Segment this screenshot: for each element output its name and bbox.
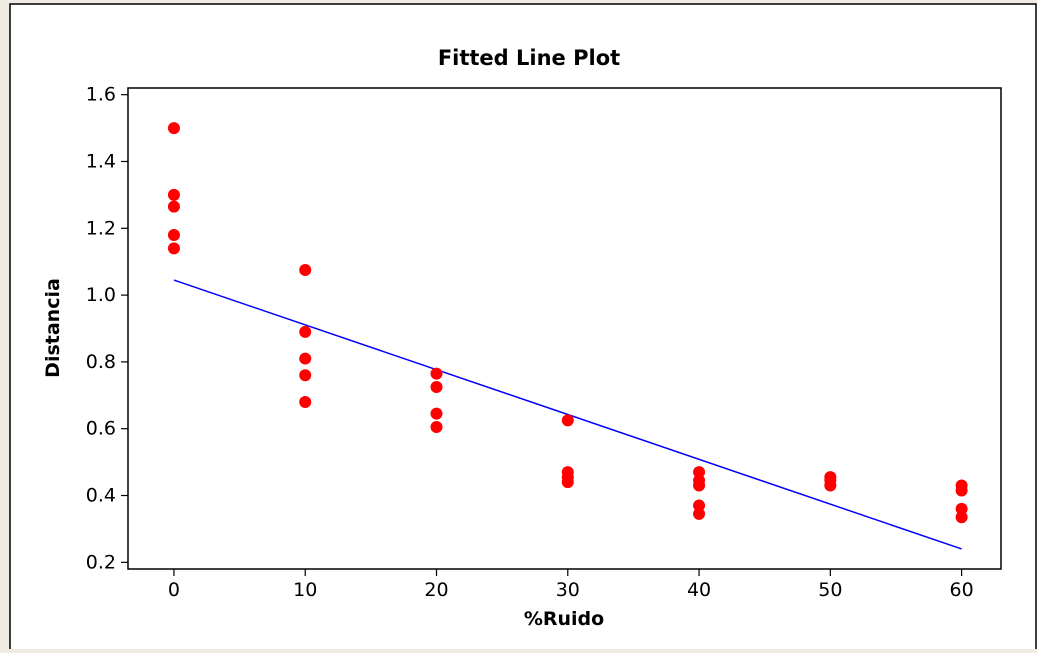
y-tick-label: 0.8 [86, 351, 116, 373]
data-point [167, 242, 180, 255]
data-point [955, 511, 968, 524]
x-axis: 0 10 20 30 40 50 60 [168, 569, 974, 601]
x-tick-label: 0 [168, 579, 180, 601]
data-point [299, 369, 312, 382]
data-point [167, 200, 180, 213]
y-axis-title: Distancia [42, 278, 64, 378]
data-point [693, 466, 706, 479]
series-layer [167, 122, 968, 550]
data-point [167, 188, 180, 201]
data-point [955, 502, 968, 515]
y-axis: 0.2 0.4 0.6 0.8 1.0 1.2 1.4 1.6 [86, 84, 128, 573]
data-point [299, 264, 312, 277]
data-point [299, 395, 312, 408]
data-point [693, 499, 706, 512]
x-tick-label: 50 [818, 579, 842, 601]
x-axis-title: %Ruido [524, 608, 604, 630]
y-tick-label: 0.4 [86, 485, 116, 507]
data-point [824, 479, 837, 492]
data-point [693, 507, 706, 520]
plot-area [127, 87, 1002, 570]
data-point [430, 421, 443, 434]
x-tick-label: 30 [556, 579, 580, 601]
x-tick-label: 10 [293, 579, 317, 601]
data-point [430, 407, 443, 420]
data-point [299, 352, 312, 365]
y-tick-label: 1.6 [86, 84, 116, 106]
y-tick-label: 0.6 [86, 418, 116, 440]
y-tick-label: 1.4 [86, 150, 116, 172]
data-point [561, 414, 574, 427]
data-point [955, 484, 968, 497]
y-tick-label: 1.2 [86, 217, 116, 239]
chart-title: Fitted Line Plot [438, 46, 620, 70]
data-point [430, 367, 443, 380]
y-tick-label: 1.0 [86, 284, 116, 306]
data-point [693, 479, 706, 492]
data-point [299, 325, 312, 338]
x-tick-label: 20 [424, 579, 448, 601]
y-tick-label: 0.2 [86, 551, 116, 573]
data-point [430, 380, 443, 393]
data-point [167, 122, 180, 135]
x-tick-label: 40 [687, 579, 711, 601]
data-point [561, 476, 574, 489]
data-point [167, 228, 180, 241]
x-tick-label: 60 [950, 579, 974, 601]
